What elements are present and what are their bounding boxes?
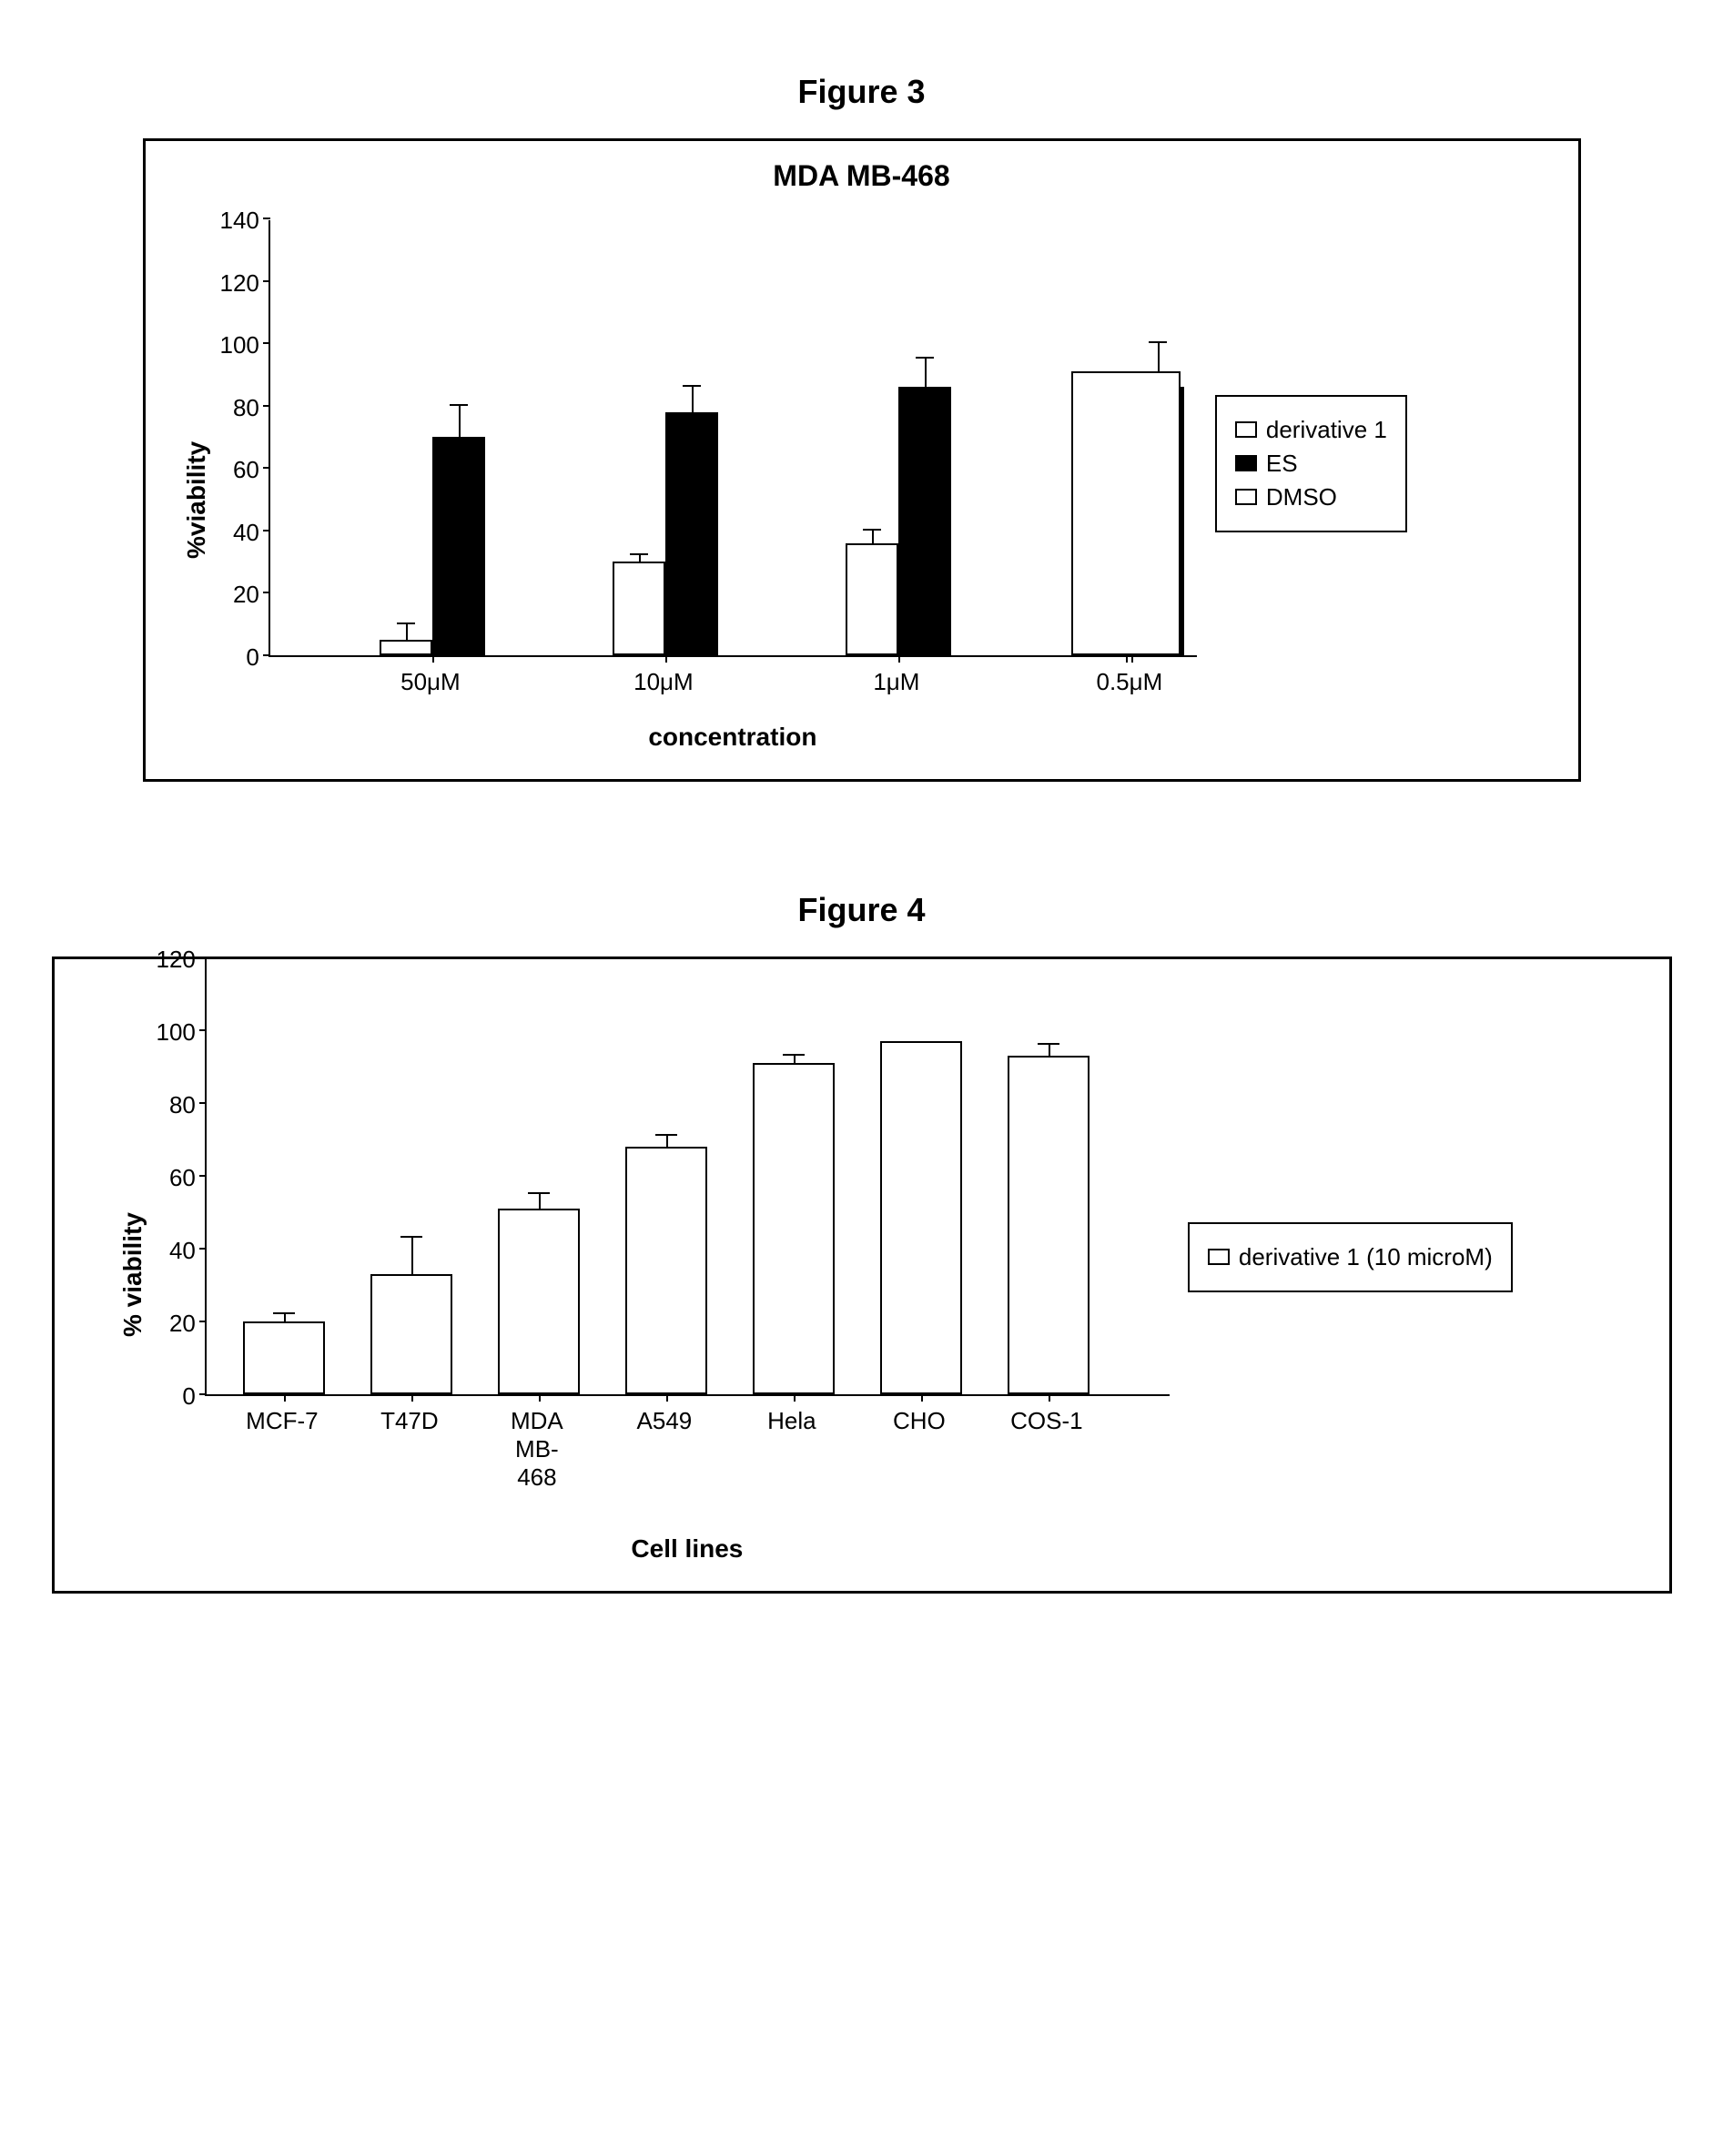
legend-label: derivative 1 (10 microM) <box>1239 1243 1493 1271</box>
legend-item: derivative 1 (10 microM) <box>1208 1243 1493 1271</box>
bar <box>753 1063 835 1394</box>
xlabel: A549 <box>610 1407 719 1435</box>
xlabel: Hela <box>737 1407 846 1435</box>
bar <box>370 1274 452 1394</box>
xlabel: MDAMB-468 <box>482 1407 592 1492</box>
bar <box>498 1209 580 1394</box>
dmso-bar <box>1071 371 1181 655</box>
figure3-ylabel: %viability <box>173 220 220 779</box>
figure3-yticks: 140120100806040200 <box>220 220 269 657</box>
legend-swatch <box>1208 1249 1230 1265</box>
figure3-container: MDA MB-468 %viability 140120100806040200… <box>143 138 1581 782</box>
bar <box>432 437 485 655</box>
figure4-plot <box>205 959 1170 1396</box>
bar <box>880 1041 962 1394</box>
xlabel: CHO <box>865 1407 974 1435</box>
bar <box>898 387 951 655</box>
figure3-legend: derivative 1 ES DMSO <box>1215 395 1407 532</box>
figure3-title: MDA MB-468 <box>146 141 1578 220</box>
legend-label: DMSO <box>1266 483 1337 511</box>
bar <box>1008 1056 1090 1394</box>
xlabel: 50μM <box>385 668 476 696</box>
legend-label: derivative 1 <box>1266 416 1387 444</box>
figure3-plot <box>269 220 1197 657</box>
figure4-container: % viability 120100806040200 MCF-7 T47D MDA… <box>52 957 1672 1594</box>
figure4-yticks: 120100806040200 <box>157 959 205 1396</box>
figure3-label: Figure 3 <box>36 73 1687 111</box>
legend-swatch <box>1235 489 1257 505</box>
legend-swatch <box>1235 455 1257 471</box>
bar <box>613 562 665 655</box>
figure4-xlabel: Cell lines <box>205 1534 1170 1591</box>
figure3-xlabel: concentration <box>269 723 1197 779</box>
figure4-label: Figure 4 <box>36 891 1687 929</box>
figure4-ylabel: % viability <box>109 959 157 1591</box>
figure3-xlabels: 50μM 10μM 1μM 0.5μM <box>269 668 1197 704</box>
bar <box>380 640 432 655</box>
xlabel: 0.5μM <box>1084 668 1175 696</box>
bar <box>665 412 718 655</box>
legend-item: DMSO <box>1235 483 1387 511</box>
legend-swatch <box>1235 421 1257 438</box>
xlabel: 1μM <box>851 668 942 696</box>
xlabel: MCF-7 <box>228 1407 337 1435</box>
legend-label: ES <box>1266 450 1298 478</box>
xlabel: T47D <box>355 1407 464 1435</box>
legend-item: ES <box>1235 450 1387 478</box>
bar <box>243 1321 325 1394</box>
bar <box>625 1147 707 1394</box>
xlabel: COS-1 <box>992 1407 1101 1435</box>
figure4-xlabels: MCF-7 T47D MDAMB-468 A549 Hela CHO COS-1 <box>205 1407 1170 1516</box>
figure4-legend: derivative 1 (10 microM) <box>1188 1222 1513 1292</box>
legend-item: derivative 1 <box>1235 416 1387 444</box>
xlabel: 10μM <box>618 668 709 696</box>
bar <box>846 543 898 655</box>
